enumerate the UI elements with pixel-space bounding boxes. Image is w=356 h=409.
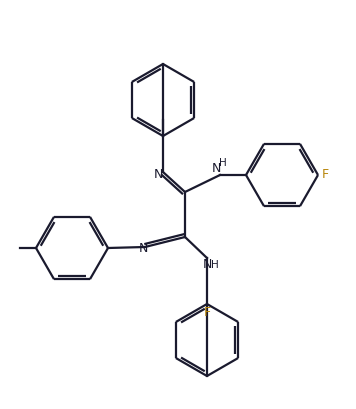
Text: H: H <box>219 158 227 168</box>
Text: N: N <box>202 258 212 272</box>
Text: F: F <box>203 306 210 319</box>
Text: N: N <box>153 168 163 180</box>
Text: F: F <box>321 169 329 182</box>
Text: N: N <box>138 241 148 254</box>
Text: N: N <box>211 162 221 175</box>
Text: H: H <box>211 260 219 270</box>
